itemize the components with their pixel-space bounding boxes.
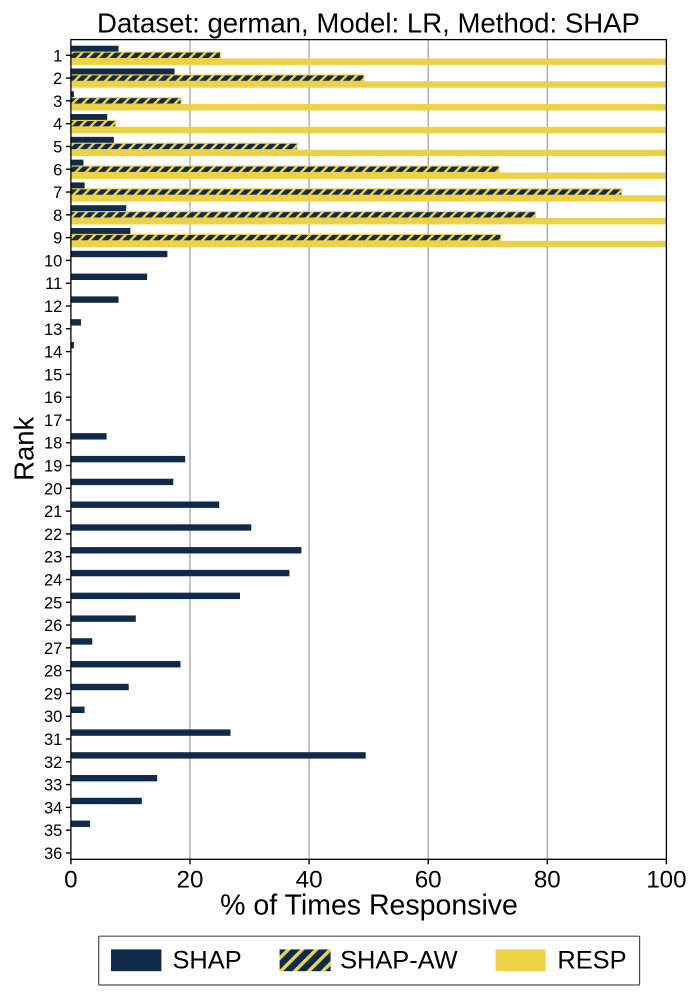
svg-text:12: 12 xyxy=(44,298,62,316)
svg-text:33: 33 xyxy=(44,777,62,795)
svg-text:SHAP-AW: SHAP-AW xyxy=(340,946,458,974)
svg-text:Rank: Rank xyxy=(9,416,40,480)
svg-text:13: 13 xyxy=(44,321,62,339)
svg-text:23: 23 xyxy=(44,549,62,567)
svg-text:15: 15 xyxy=(44,366,62,384)
svg-text:19: 19 xyxy=(44,458,62,476)
svg-text:30: 30 xyxy=(44,708,62,726)
svg-text:26: 26 xyxy=(44,617,62,635)
svg-text:10: 10 xyxy=(44,252,62,270)
svg-text:21: 21 xyxy=(44,503,62,521)
svg-text:60: 60 xyxy=(415,866,442,893)
svg-text:22: 22 xyxy=(44,526,62,544)
svg-text:29: 29 xyxy=(44,685,62,703)
svg-text:1: 1 xyxy=(53,47,62,65)
svg-text:4: 4 xyxy=(53,116,62,134)
svg-text:16: 16 xyxy=(44,389,62,407)
svg-text:17: 17 xyxy=(44,412,62,430)
svg-text:36: 36 xyxy=(44,845,62,863)
svg-text:Dataset: german, Model: LR, Me: Dataset: german, Model: LR, Method: SHAP xyxy=(97,8,640,39)
svg-text:8: 8 xyxy=(53,207,62,225)
svg-text:28: 28 xyxy=(44,663,62,681)
svg-text:100: 100 xyxy=(646,866,686,893)
svg-text:20: 20 xyxy=(44,480,62,498)
svg-text:31: 31 xyxy=(44,731,62,749)
svg-text:35: 35 xyxy=(44,822,62,840)
svg-text:40: 40 xyxy=(296,866,323,893)
svg-text:20: 20 xyxy=(177,866,204,893)
svg-text:RESP: RESP xyxy=(557,946,626,974)
svg-text:9: 9 xyxy=(53,230,62,248)
svg-text:14: 14 xyxy=(44,344,62,362)
svg-text:% of Times Responsive: % of Times Responsive xyxy=(220,889,518,921)
svg-text:34: 34 xyxy=(44,799,62,817)
svg-text:18: 18 xyxy=(44,435,62,453)
svg-text:5: 5 xyxy=(53,138,62,156)
svg-text:7: 7 xyxy=(53,184,62,202)
svg-text:27: 27 xyxy=(44,640,62,658)
svg-text:3: 3 xyxy=(53,93,62,111)
svg-text:24: 24 xyxy=(44,571,62,589)
svg-text:25: 25 xyxy=(44,594,62,612)
svg-text:32: 32 xyxy=(44,754,62,772)
svg-text:2: 2 xyxy=(53,70,62,88)
svg-text:11: 11 xyxy=(45,275,62,293)
svg-text:80: 80 xyxy=(534,866,561,893)
svg-text:6: 6 xyxy=(53,161,62,179)
svg-text:0: 0 xyxy=(64,866,77,893)
svg-text:SHAP: SHAP xyxy=(173,946,242,974)
